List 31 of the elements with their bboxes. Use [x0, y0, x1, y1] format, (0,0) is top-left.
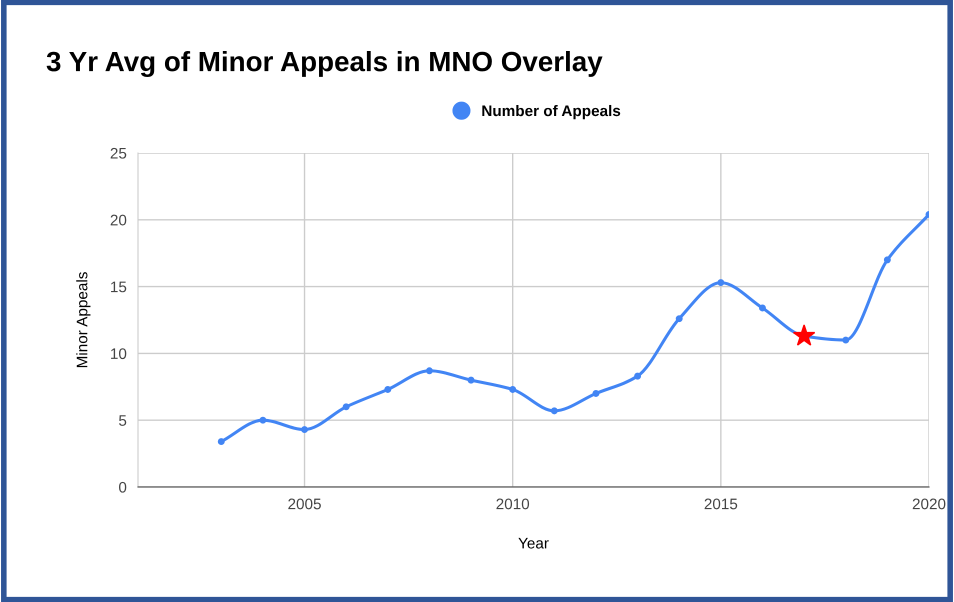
point — [884, 256, 891, 264]
y-axis-title: Minor Appeals — [76, 272, 90, 368]
point — [509, 386, 516, 393]
point — [592, 390, 600, 397]
point — [468, 376, 475, 384]
y-tick-label: 0 — [118, 482, 126, 493]
y-tick-label: 10 — [111, 348, 126, 360]
x-tick-label: 2010 — [496, 498, 530, 510]
point — [301, 426, 308, 434]
point — [342, 403, 350, 410]
x-tick-label: 2015 — [704, 498, 738, 510]
point — [384, 386, 392, 393]
point — [426, 367, 433, 374]
y-tick-label: 5 — [119, 415, 126, 426]
point — [759, 304, 766, 312]
point — [676, 315, 683, 322]
x-tick-label: 2020 — [912, 498, 946, 510]
chart-title: 3 Yr Avg of Minor Appeals in MNO Overlay — [46, 50, 603, 78]
y-tick-label: 15 — [111, 282, 126, 292]
point — [634, 372, 642, 380]
point — [717, 279, 724, 286]
y-tick-label: 25 — [110, 148, 126, 159]
point — [842, 336, 850, 344]
point — [792, 324, 816, 346]
x-tick-label: 2005 — [288, 498, 321, 510]
y-tick-label: 20 — [110, 214, 126, 226]
point — [550, 407, 558, 414]
point — [259, 416, 266, 424]
x-axis-title: Year — [518, 538, 549, 549]
legend-label: Number of Appeals — [482, 104, 620, 120]
point — [218, 438, 225, 446]
